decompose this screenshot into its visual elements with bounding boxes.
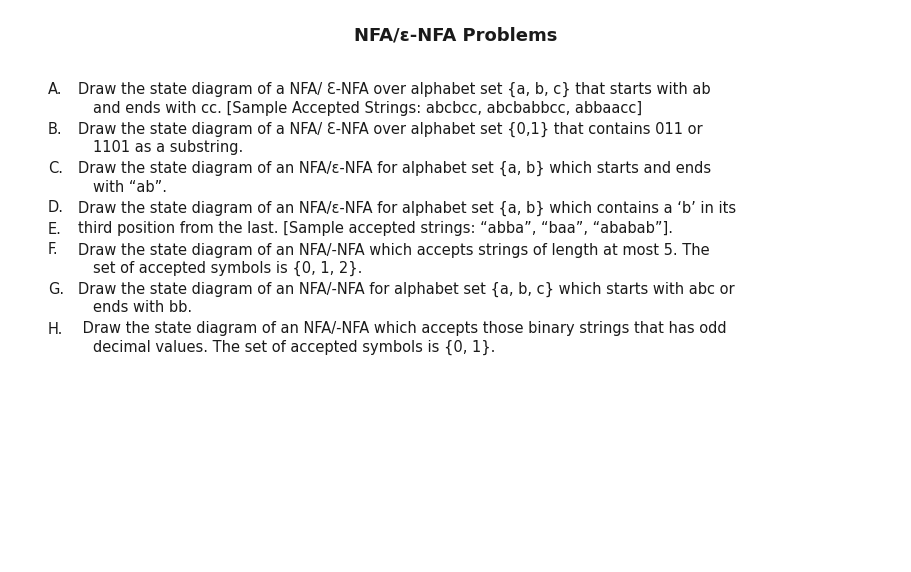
Text: decimal values. The set of accepted symbols is {0, 1}.: decimal values. The set of accepted symb… [93, 340, 495, 355]
Text: NFA/ε-NFA Problems: NFA/ε-NFA Problems [354, 27, 557, 45]
Text: and ends with cc. [Sample Accepted Strings: abcbcc, abcbabbcc, abbaacc]: and ends with cc. [Sample Accepted Strin… [93, 101, 641, 116]
Text: A.: A. [48, 82, 63, 97]
Text: 1101 as a substring.: 1101 as a substring. [93, 140, 243, 155]
Text: ends with bb.: ends with bb. [93, 300, 192, 316]
Text: Draw the state diagram of a NFA/ Ɛ-NFA over alphabet set {0,1} that contains 011: Draw the state diagram of a NFA/ Ɛ-NFA o… [78, 121, 701, 137]
Text: H.: H. [48, 321, 63, 336]
Text: Draw the state diagram of an NFA/ε-NFA for alphabet set {a, b} which contains a : Draw the state diagram of an NFA/ε-NFA f… [78, 201, 735, 216]
Text: Draw the state diagram of an NFA/ε-NFA for alphabet set {a, b} which starts and : Draw the state diagram of an NFA/ε-NFA f… [78, 161, 711, 176]
Text: E.: E. [48, 221, 62, 236]
Text: Draw the state diagram of an NFA/-NFA which accepts strings of length at most 5.: Draw the state diagram of an NFA/-NFA wh… [78, 243, 709, 257]
Text: G.: G. [48, 282, 64, 297]
Text: C.: C. [48, 161, 63, 176]
Text: Draw the state diagram of an NFA/-NFA for alphabet set {a, b, c} which starts wi: Draw the state diagram of an NFA/-NFA fo… [78, 282, 734, 297]
Text: third position from the last. [Sample accepted strings: “abba”, “baa”, “ababab”]: third position from the last. [Sample ac… [78, 221, 672, 236]
Text: set of accepted symbols is {0, 1, 2}.: set of accepted symbols is {0, 1, 2}. [93, 261, 362, 276]
Text: D.: D. [48, 201, 64, 216]
Text: F.: F. [48, 243, 58, 257]
Text: Draw the state diagram of an NFA/-NFA which accepts those binary strings that ha: Draw the state diagram of an NFA/-NFA wh… [78, 321, 726, 336]
Text: Draw the state diagram of a NFA/ Ɛ-NFA over alphabet set {a, b, c} that starts w: Draw the state diagram of a NFA/ Ɛ-NFA o… [78, 82, 710, 97]
Text: B.: B. [48, 121, 63, 137]
Text: with “ab”.: with “ab”. [93, 180, 167, 194]
